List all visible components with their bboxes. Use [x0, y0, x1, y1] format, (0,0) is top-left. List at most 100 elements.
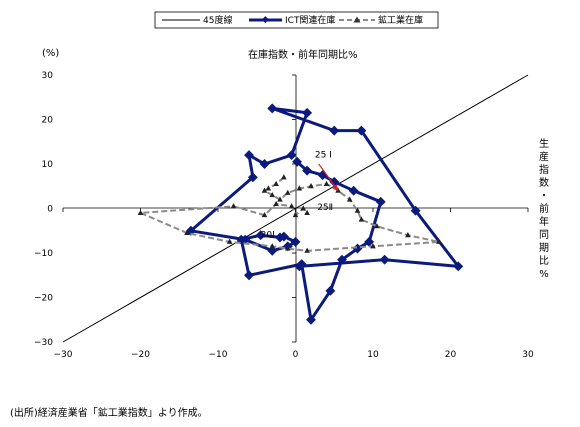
mining-point [296, 185, 303, 191]
mining-point [370, 243, 376, 249]
legend-marker-mining [353, 16, 361, 23]
mining-point [354, 207, 361, 213]
mining-point [226, 238, 233, 244]
ict-point [453, 261, 464, 272]
mining-point [308, 183, 314, 189]
series-line-0 [62, 74, 529, 343]
mining-point [273, 200, 279, 207]
y-axis-label-right-char: 期 [539, 242, 549, 254]
y-axis-label-right-char: 比 [539, 255, 549, 267]
mining-point [277, 196, 283, 202]
y-axis-label-right-char: % [539, 269, 549, 280]
series-layer [62, 74, 529, 343]
mining-point [358, 216, 365, 222]
annotation-label: 20Ⅰ [261, 230, 275, 240]
annotation-arrowhead [332, 184, 339, 191]
y-tick-label: −20 [34, 294, 53, 304]
ict-point [292, 156, 302, 167]
mining-point [288, 203, 295, 209]
mining-point [281, 174, 287, 180]
legend-label-mining: 鉱工業在庫 [378, 14, 423, 26]
y-tick-label: 30 [42, 71, 54, 81]
mining-point [269, 243, 276, 249]
ict-point [278, 231, 289, 242]
ict-point [364, 236, 375, 247]
ict-point [244, 270, 254, 281]
mining-point [284, 245, 291, 251]
ict-point [325, 285, 336, 296]
ict-point [286, 150, 297, 161]
ict-point [255, 230, 266, 241]
y-tick-label: 0 [47, 205, 53, 215]
mining-point [374, 223, 380, 229]
source-note: (出所)経済産業省「鉱工業指数」より作成。 [10, 408, 208, 419]
mining-point [284, 189, 291, 195]
ict-point [352, 243, 363, 254]
ict-point [410, 205, 421, 216]
y-axis-label-right-char: 生 [539, 137, 549, 150]
series-line-1 [189, 106, 460, 322]
ict-point [290, 236, 301, 247]
ict-point [244, 150, 254, 161]
y-tick-label: −10 [34, 249, 53, 259]
y-tick-label: 20 [42, 116, 54, 126]
legend-box [154, 11, 439, 29]
ict-point [348, 185, 359, 196]
y-axis-label-right-char: ・ [539, 191, 549, 202]
x-tick-label: 0 [293, 350, 299, 360]
ict-point [267, 103, 278, 114]
ict-point [294, 261, 305, 272]
mining-point [300, 205, 307, 211]
ict-point [356, 125, 367, 136]
ict-point [329, 176, 340, 187]
ict-point [247, 172, 258, 183]
x-tick-label: 20 [445, 350, 457, 360]
mining-point [346, 196, 353, 202]
y-axis-label-right-char: 前 [539, 202, 549, 215]
x-tick-label: −20 [131, 350, 150, 360]
legend-marker-ict [261, 16, 269, 24]
mining-point [304, 209, 310, 215]
mining-point [304, 247, 310, 253]
annotation-label: 25 I [315, 150, 332, 160]
ict-point [302, 107, 313, 118]
ict-point [375, 196, 386, 207]
x-tick-label: 30 [522, 350, 534, 360]
mining-point [323, 180, 330, 187]
y-tick-label: 10 [42, 160, 54, 170]
x-tick-label: 10 [367, 350, 379, 360]
ict-point [306, 314, 316, 325]
y-axis-label-right-char: 数 [539, 176, 549, 189]
mining-point [261, 211, 268, 218]
mining-point [184, 229, 190, 235]
mining-point [137, 209, 144, 215]
mining-point [436, 238, 442, 244]
y-axis-label-right-char: 同 [539, 229, 549, 241]
mining-point [261, 187, 268, 193]
annotations: 25 I 25Ⅱ 20Ⅰ [261, 150, 339, 240]
chart-title: 在庫指数・前年同期比% [248, 48, 358, 61]
y-axis-label-right-char: 産 [539, 150, 549, 163]
mining-point [230, 203, 237, 209]
legend-label-ict: ICT関連在庫 [285, 14, 335, 26]
ict-point [337, 254, 347, 265]
annotation-label: 25Ⅱ [317, 203, 333, 213]
ict-point [379, 254, 390, 265]
legend: 45度線 ICT関連在庫 鉱工業在庫 [154, 11, 439, 29]
ict-point [240, 234, 251, 245]
ict-point [259, 159, 270, 169]
x-tick-label: −10 [209, 350, 228, 360]
y-tick-label: −30 [34, 338, 53, 348]
mining-point [405, 232, 411, 238]
mining-point [269, 191, 276, 198]
mining-point [292, 211, 299, 218]
y-axis-label-right-char: 年 [539, 215, 549, 228]
y-axis-label: (%) [42, 48, 59, 59]
y-axis-label-right-char: 指 [539, 163, 549, 176]
legend-label-45: 45度線 [203, 14, 232, 26]
mining-point [273, 180, 279, 187]
mining-point [265, 185, 272, 191]
x-tick-label: −30 [54, 350, 73, 360]
